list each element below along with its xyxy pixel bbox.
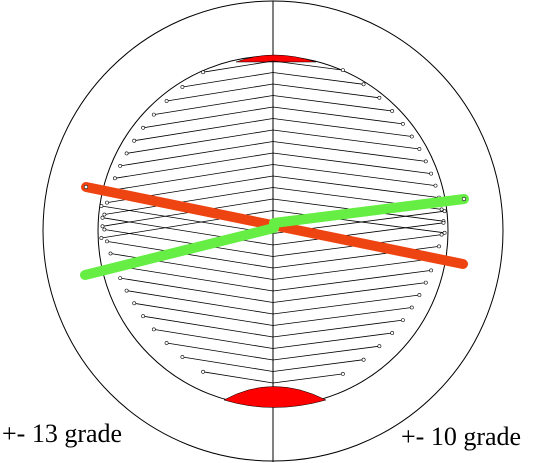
upper-right-end-dot (340, 68, 345, 73)
upper-left-end-dot (151, 112, 156, 117)
left-angle-label: +- 13 grade (2, 419, 123, 448)
lower-left-end-dot (105, 239, 109, 244)
lower-chevron-line (101, 205, 445, 234)
upper-chevron-line (114, 152, 432, 179)
lower-left-end-dot (99, 204, 104, 208)
top-red-cap (235, 54, 317, 63)
lower-right-end-dot (390, 331, 395, 335)
red-line-end-dot (83, 184, 89, 190)
upper-left-end-dot (141, 125, 146, 130)
lower-left-end-dot (151, 327, 156, 332)
upper-right-end-dot (400, 122, 405, 126)
lower-left-end-dot (132, 301, 137, 306)
upper-chevron-line (166, 83, 380, 102)
upper-right-end-dot (409, 134, 414, 139)
upper-left-end-dot (105, 200, 109, 205)
lower-chevron-line (106, 241, 440, 269)
upper-chevron-line (106, 175, 440, 203)
upper-left-end-dot (118, 163, 123, 168)
lower-right-end-dot (423, 280, 428, 285)
lower-left-end-dot (141, 314, 146, 319)
lower-right-end-dot (442, 209, 447, 214)
lower-right-end-dot (377, 344, 382, 349)
upper-right-end-dot (439, 207, 444, 212)
green-line-end-dot (461, 196, 467, 202)
bottom-red-cap (223, 386, 327, 408)
lower-right-end-dot (340, 371, 345, 376)
lower-chevron-line (134, 302, 412, 326)
lower-right-end-dot (439, 232, 444, 237)
upper-right-end-dot (377, 95, 382, 100)
lower-right-end-dot (361, 357, 366, 362)
upper-chevron-line (110, 164, 436, 191)
upper-chevron-line (101, 210, 445, 239)
lower-chevron-line (182, 356, 364, 372)
lower-chevron-line (143, 315, 403, 338)
upper-right-end-dot (433, 183, 438, 188)
lower-chevron-line (114, 265, 432, 292)
upper-right-end-dot (423, 159, 428, 164)
upper-left-end-dot (201, 70, 206, 75)
upper-left-end-dot (164, 99, 169, 103)
lower-chevron-line (104, 229, 442, 257)
upper-right-end-dot (417, 147, 422, 151)
upper-left-end-dot (102, 212, 107, 217)
lower-left-end-dot (108, 251, 113, 256)
green-tilted-line (80, 223, 279, 280)
lower-left-end-dot (118, 276, 123, 281)
lower-right-end-dot (437, 244, 441, 249)
upper-chevron-line (153, 95, 393, 115)
lower-chevron-line (102, 217, 444, 246)
lower-chevron-line (166, 342, 380, 361)
upper-left-end-dot (100, 224, 105, 229)
lower-left-end-dot (201, 369, 206, 374)
upper-chevron-line (143, 106, 403, 129)
upper-right-end-dot (442, 230, 447, 235)
upper-left-end-dot (132, 138, 137, 143)
upper-chevron-line (120, 141, 426, 167)
lower-left-end-dot (124, 288, 129, 293)
lower-right-end-dot (409, 305, 414, 310)
upper-right-end-dot (390, 109, 395, 113)
lower-chevron-line (126, 290, 420, 315)
lower-right-end-dot (417, 293, 422, 297)
upper-chevron-line (134, 118, 412, 142)
upper-line-fan (99, 60, 447, 240)
lower-chevron-line (120, 277, 426, 303)
lower-chevron-line (110, 253, 436, 280)
lower-left-end-dot (102, 227, 107, 232)
lower-right-end-dot (429, 268, 434, 273)
upper-left-end-dot (180, 85, 185, 89)
lower-right-end-dot (400, 318, 405, 323)
upper-left-end-dot (124, 151, 129, 156)
upper-right-end-dot (429, 171, 434, 176)
upper-chevron-line (203, 60, 343, 73)
lower-chevron-line (203, 371, 343, 384)
upper-chevron-line (126, 129, 420, 154)
lower-chevron-line (153, 329, 393, 349)
upper-left-end-dot (99, 236, 104, 240)
upper-right-end-dot (361, 82, 366, 87)
upper-left-end-dot (113, 176, 117, 181)
green-tilted-line-right (269, 194, 469, 228)
lower-left-end-dot (164, 341, 169, 345)
lower-left-end-dot (100, 215, 105, 220)
lower-right-end-dot (441, 220, 446, 225)
lower-left-end-dot (180, 355, 185, 359)
upper-chevron-line (182, 72, 364, 88)
right-angle-label: +- 10 grade (401, 422, 522, 451)
